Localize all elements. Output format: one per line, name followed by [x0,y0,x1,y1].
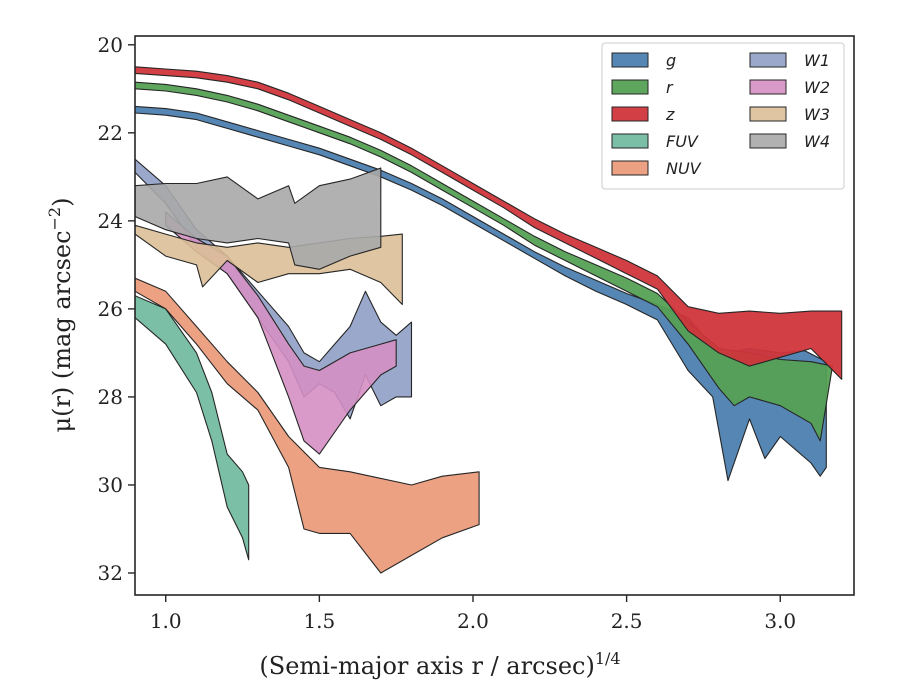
legend: grz FUV NUV W1 W2 W3 W4 [601,42,845,190]
legend-label-nuv: NUV [666,159,702,178]
y-tick-label: 20 [98,33,123,57]
legend-label-w2: W2 [804,78,830,97]
legend-swatch-nuv [611,160,649,176]
band-fuv [135,295,250,561]
legend-items: grz FUV NUV W1 W2 W3 W4 [611,51,830,178]
data-bands [135,66,843,574]
y-tick-label: 22 [98,121,123,145]
legend-swatch-r [611,79,649,95]
x-axis-ticks: 1.0 1.5 2.0 2.5 3.0 [150,595,796,633]
y-axis-title: μ(r) (mag arcsec−2) [45,198,76,433]
band-r [135,81,834,442]
band-z [135,66,843,380]
legend-swatch-w3 [749,106,787,122]
y-axis-ticks: 20 22 24 26 28 30 32 [98,33,135,585]
legend-swatch-w1 [749,52,787,68]
band-w4 [135,167,382,270]
x-axis-title-exponent: 1/4 [595,649,621,668]
x-tick-label: 3.0 [764,609,796,633]
y-axis-title-exponent: −2 [45,207,64,231]
legend-label-w1: W1 [804,51,830,70]
y-axis-title-text: μ(r) (mag arcsec [48,230,76,432]
legend-swatch-w2 [749,79,787,95]
legend-swatch-fuv [611,133,649,149]
legend-label-z: z [665,105,675,124]
legend-label-w4: W4 [804,132,830,151]
band-nuv [135,277,480,574]
legend-swatch-g [611,52,649,68]
y-tick-label: 26 [98,297,123,321]
band-w2 [165,211,397,455]
x-axis-title-text: (Semi-major axis r / arcsec) [259,652,594,680]
y-tick-label: 24 [98,209,123,233]
y-tick-label: 30 [98,473,123,497]
legend-label-fuv: FUV [666,132,699,151]
y-axis-title-close: ) [48,198,76,207]
y-tick-label: 32 [98,561,123,585]
x-tick-label: 1.5 [303,609,335,633]
x-axis-title: (Semi-major axis r / arcsec)1/4 [259,649,620,680]
plot-frame [134,35,855,596]
x-tick-label: 2.0 [457,609,489,633]
legend-label-w3: W3 [804,105,830,124]
x-tick-label: 2.5 [611,609,643,633]
legend-label-g: g [666,51,676,70]
legend-swatch-w4 [749,133,787,149]
x-tick-label: 1.0 [150,609,182,633]
legend-label-r: r [666,78,674,97]
legend-swatch-z [611,106,649,122]
y-tick-label: 28 [98,385,123,409]
